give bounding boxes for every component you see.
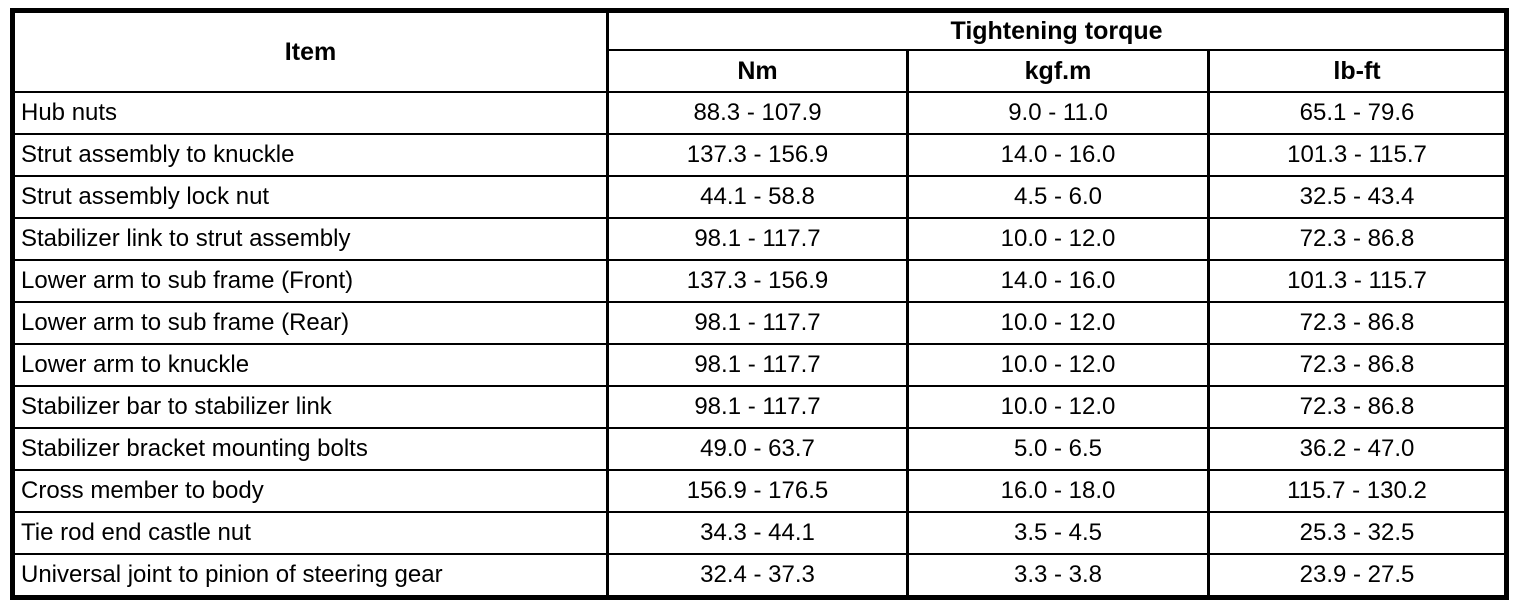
item-cell: Lower arm to sub frame (Rear) <box>11 301 609 345</box>
kgfm-value-cell: 5.0 - 6.5 <box>906 427 1210 471</box>
header-unit-nm: Nm <box>606 49 909 93</box>
lbft-value-cell: 36.2 - 47.0 <box>1206 427 1509 471</box>
table-row: Cross member to body 156.9 - 176.5 16.0 … <box>11 469 1509 513</box>
header-unit-lbft: lb-ft <box>1206 49 1509 93</box>
kgfm-value-cell: 14.0 - 16.0 <box>906 133 1210 177</box>
kgfm-value-cell: 3.5 - 4.5 <box>906 511 1210 555</box>
item-cell: Strut assembly to knuckle <box>11 133 609 177</box>
nm-value-cell: 156.9 - 176.5 <box>606 469 909 513</box>
nm-value-cell: 98.1 - 117.7 <box>606 217 909 261</box>
header-tightening-torque: Tightening torque <box>605 9 1509 51</box>
nm-value-cell: 98.1 - 117.7 <box>606 385 909 429</box>
item-cell: Stabilizer bracket mounting bolts <box>11 427 609 471</box>
lbft-value-cell: 115.7 - 130.2 <box>1206 469 1509 513</box>
lbft-value-cell: 72.3 - 86.8 <box>1206 385 1509 429</box>
item-cell: Hub nuts <box>11 91 609 135</box>
kgfm-value-cell: 4.5 - 6.0 <box>906 175 1210 219</box>
table-row: Lower arm to knuckle 98.1 - 117.7 10.0 -… <box>11 343 1509 387</box>
kgfm-value-cell: 3.3 - 3.8 <box>906 553 1210 599</box>
table-row: Strut assembly lock nut 44.1 - 58.8 4.5 … <box>11 175 1509 219</box>
kgfm-value-cell: 14.0 - 16.0 <box>906 259 1210 303</box>
kgfm-value-cell: 10.0 - 12.0 <box>906 385 1210 429</box>
kgfm-value-cell: 10.0 - 12.0 <box>906 343 1210 387</box>
header-item: Item <box>11 9 609 93</box>
item-cell: Universal joint to pinion of steering ge… <box>11 553 609 599</box>
nm-value-cell: 137.3 - 156.9 <box>606 259 909 303</box>
nm-value-cell: 98.1 - 117.7 <box>606 301 909 345</box>
item-cell: Tie rod end castle nut <box>11 511 609 555</box>
table-row: Stabilizer bracket mounting bolts 49.0 -… <box>11 427 1509 471</box>
header-units-row: Nm kgf.m lb-ft <box>13 49 1509 93</box>
lbft-value-cell: 101.3 - 115.7 <box>1206 259 1509 303</box>
lbft-value-cell: 32.5 - 43.4 <box>1206 175 1509 219</box>
nm-value-cell: 98.1 - 117.7 <box>606 343 909 387</box>
kgfm-value-cell: 16.0 - 18.0 <box>906 469 1210 513</box>
lbft-value-cell: 25.3 - 32.5 <box>1206 511 1509 555</box>
lbft-value-cell: 65.1 - 79.6 <box>1206 91 1509 135</box>
table-row: Hub nuts 88.3 - 107.9 9.0 - 11.0 65.1 - … <box>11 91 1509 135</box>
item-cell: Strut assembly lock nut <box>11 175 609 219</box>
table-row: Tie rod end castle nut 34.3 - 44.1 3.5 -… <box>11 511 1509 555</box>
lbft-value-cell: 72.3 - 86.8 <box>1206 301 1509 345</box>
table-row: Universal joint to pinion of steering ge… <box>11 553 1509 599</box>
table-header: Item Tightening torque Nm kgf.m lb-ft <box>11 9 1509 93</box>
item-cell: Lower arm to sub frame (Front) <box>11 259 609 303</box>
item-cell: Cross member to body <box>11 469 609 513</box>
kgfm-value-cell: 9.0 - 11.0 <box>906 91 1210 135</box>
lbft-value-cell: 72.3 - 86.8 <box>1206 343 1509 387</box>
nm-value-cell: 49.0 - 63.7 <box>606 427 909 471</box>
nm-value-cell: 32.4 - 37.3 <box>606 553 909 599</box>
table-row: Lower arm to sub frame (Rear) 98.1 - 117… <box>11 301 1509 345</box>
table-row: Stabilizer bar to stabilizer link 98.1 -… <box>11 385 1509 429</box>
table-body: Hub nuts 88.3 - 107.9 9.0 - 11.0 65.1 - … <box>11 91 1509 599</box>
nm-value-cell: 88.3 - 107.9 <box>606 91 909 135</box>
header-group-row: Item Tightening torque <box>11 9 1509 93</box>
nm-value-cell: 137.3 - 156.9 <box>606 133 909 177</box>
kgfm-value-cell: 10.0 - 12.0 <box>906 301 1210 345</box>
nm-value-cell: 34.3 - 44.1 <box>606 511 909 555</box>
table-row: Lower arm to sub frame (Front) 137.3 - 1… <box>11 259 1509 303</box>
header-unit-kgfm: kgf.m <box>906 49 1210 93</box>
nm-value-cell: 44.1 - 58.8 <box>606 175 909 219</box>
kgfm-value-cell: 10.0 - 12.0 <box>906 217 1210 261</box>
item-cell: Lower arm to knuckle <box>11 343 609 387</box>
tightening-torque-table: Item Tightening torque Nm kgf.m lb-ft Hu… <box>10 8 1510 600</box>
item-cell: Stabilizer bar to stabilizer link <box>11 385 609 429</box>
item-cell: Stabilizer link to strut assembly <box>11 217 609 261</box>
table-row: Strut assembly to knuckle 137.3 - 156.9 … <box>11 133 1509 177</box>
table-row: Stabilizer link to strut assembly 98.1 -… <box>11 217 1509 261</box>
lbft-value-cell: 101.3 - 115.7 <box>1206 133 1509 177</box>
lbft-value-cell: 23.9 - 27.5 <box>1206 553 1509 599</box>
lbft-value-cell: 72.3 - 86.8 <box>1206 217 1509 261</box>
